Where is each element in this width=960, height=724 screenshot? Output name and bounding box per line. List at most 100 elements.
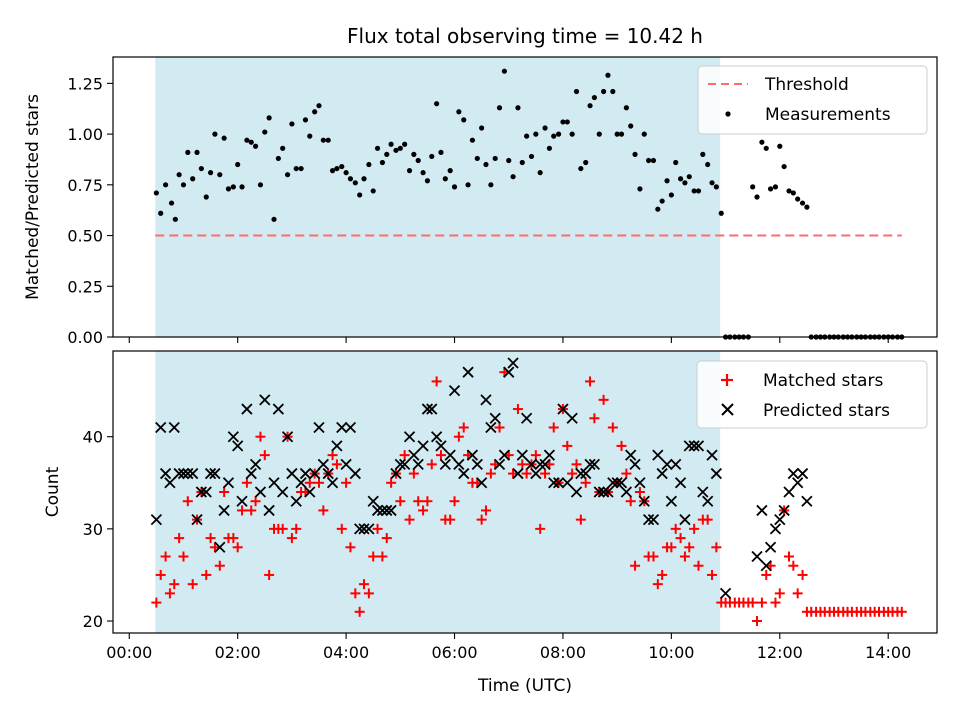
predicted-point	[462, 366, 474, 378]
predicted-point	[485, 421, 497, 434]
matched-point	[241, 477, 252, 488]
matched-point	[178, 551, 189, 562]
predicted-point	[313, 421, 325, 434]
predicted-point	[458, 467, 470, 480]
matched-point	[182, 496, 193, 507]
matched-point	[422, 496, 433, 507]
predicted-point	[787, 467, 799, 480]
matched-point	[679, 551, 690, 562]
top-legend-box	[697, 65, 928, 135]
matched-point	[336, 523, 347, 534]
matched-point	[634, 487, 645, 497]
measurement-point	[772, 184, 779, 190]
measurement-point	[515, 105, 521, 111]
matched-point	[408, 468, 419, 479]
predicted-point	[575, 467, 587, 480]
measurement-point	[235, 161, 241, 168]
predicted-point	[326, 477, 339, 489]
predicted-point	[520, 412, 533, 424]
predicted-point	[354, 523, 366, 535]
predicted-point	[580, 467, 592, 480]
matched-point	[404, 514, 415, 525]
measurement-point	[312, 109, 318, 115]
bottom-y-ticks: 20 30 40	[83, 428, 113, 631]
predicted-point	[597, 486, 610, 498]
predicted-point	[796, 467, 809, 480]
measurement-point	[266, 115, 272, 121]
predicted-point	[168, 421, 180, 434]
y-tick-label: 40	[83, 428, 103, 447]
matched-point	[575, 514, 586, 525]
legend-matched-swatch	[721, 374, 733, 386]
measurement-point	[307, 133, 313, 139]
measurement-point	[542, 125, 548, 131]
measurement-point	[180, 182, 187, 188]
measurement-point	[172, 216, 178, 222]
measurement-point	[578, 165, 584, 172]
matched-point	[445, 514, 456, 525]
measurement-point	[713, 184, 719, 190]
matched-point	[652, 579, 663, 590]
matched-point	[314, 477, 324, 488]
predicted-point	[656, 467, 668, 480]
measurement-point	[168, 200, 175, 206]
matched-point	[418, 505, 429, 516]
matched-point	[616, 440, 627, 451]
measurement-point	[329, 168, 336, 174]
x-tick-label: 12:00	[757, 643, 803, 662]
measurement-point	[483, 161, 489, 168]
top-axes-frame	[112, 56, 938, 338]
predicted-point	[530, 467, 542, 480]
measurement-point	[777, 143, 783, 149]
matched-point	[517, 459, 528, 470]
matched-point	[187, 579, 198, 590]
predicted-point	[209, 467, 221, 480]
predicted-point	[277, 486, 289, 498]
measurement-point	[618, 131, 625, 137]
matched-point	[413, 496, 424, 507]
predicted-point	[195, 486, 207, 498]
measurement-point	[438, 149, 444, 155]
matched-point	[657, 569, 668, 580]
measurements-series	[153, 68, 905, 340]
measurement-point	[569, 131, 575, 137]
measurement-point	[501, 68, 507, 74]
x-tick-label: 04:00	[323, 643, 369, 662]
predicted-point	[710, 467, 722, 480]
predicted-point	[187, 467, 199, 480]
predicted-point	[702, 495, 714, 507]
measurement-point	[461, 117, 467, 123]
legend-measurements-swatch	[725, 111, 731, 117]
matched-point	[607, 422, 618, 433]
matched-point	[670, 523, 681, 534]
measurement-point	[203, 194, 209, 200]
measurement-point	[429, 153, 435, 160]
predicted-point	[218, 504, 230, 517]
matched-point	[350, 588, 361, 599]
y-tick-label: 0.25	[67, 277, 103, 296]
measurement-point	[709, 180, 715, 186]
matched-point	[630, 560, 641, 571]
predicted-point	[371, 504, 384, 517]
measurement-point	[451, 184, 458, 190]
measurement-point	[415, 157, 421, 164]
x-tick-label: 00:00	[106, 643, 152, 662]
matched-point	[395, 496, 406, 507]
measurement-point	[596, 131, 602, 137]
matched-point	[540, 468, 551, 479]
legend-predicted-swatch	[721, 403, 734, 416]
predicted-point	[566, 412, 578, 424]
predicted-point	[539, 458, 551, 470]
matched-point	[770, 597, 781, 608]
predicted-point	[516, 449, 528, 461]
predicted-point	[200, 486, 212, 498]
measurement-point	[655, 206, 661, 212]
measurement-point	[225, 186, 232, 192]
matched-point	[666, 542, 677, 553]
measurement-point	[790, 190, 796, 196]
measurement-point	[767, 186, 774, 192]
top-panel: 0.00 0.25 0.50 0.75 1.00 1.25 Matched/Predict…	[23, 56, 938, 347]
predicted-point	[543, 449, 556, 461]
predicted-point	[751, 550, 763, 563]
predicted-point	[417, 440, 429, 452]
